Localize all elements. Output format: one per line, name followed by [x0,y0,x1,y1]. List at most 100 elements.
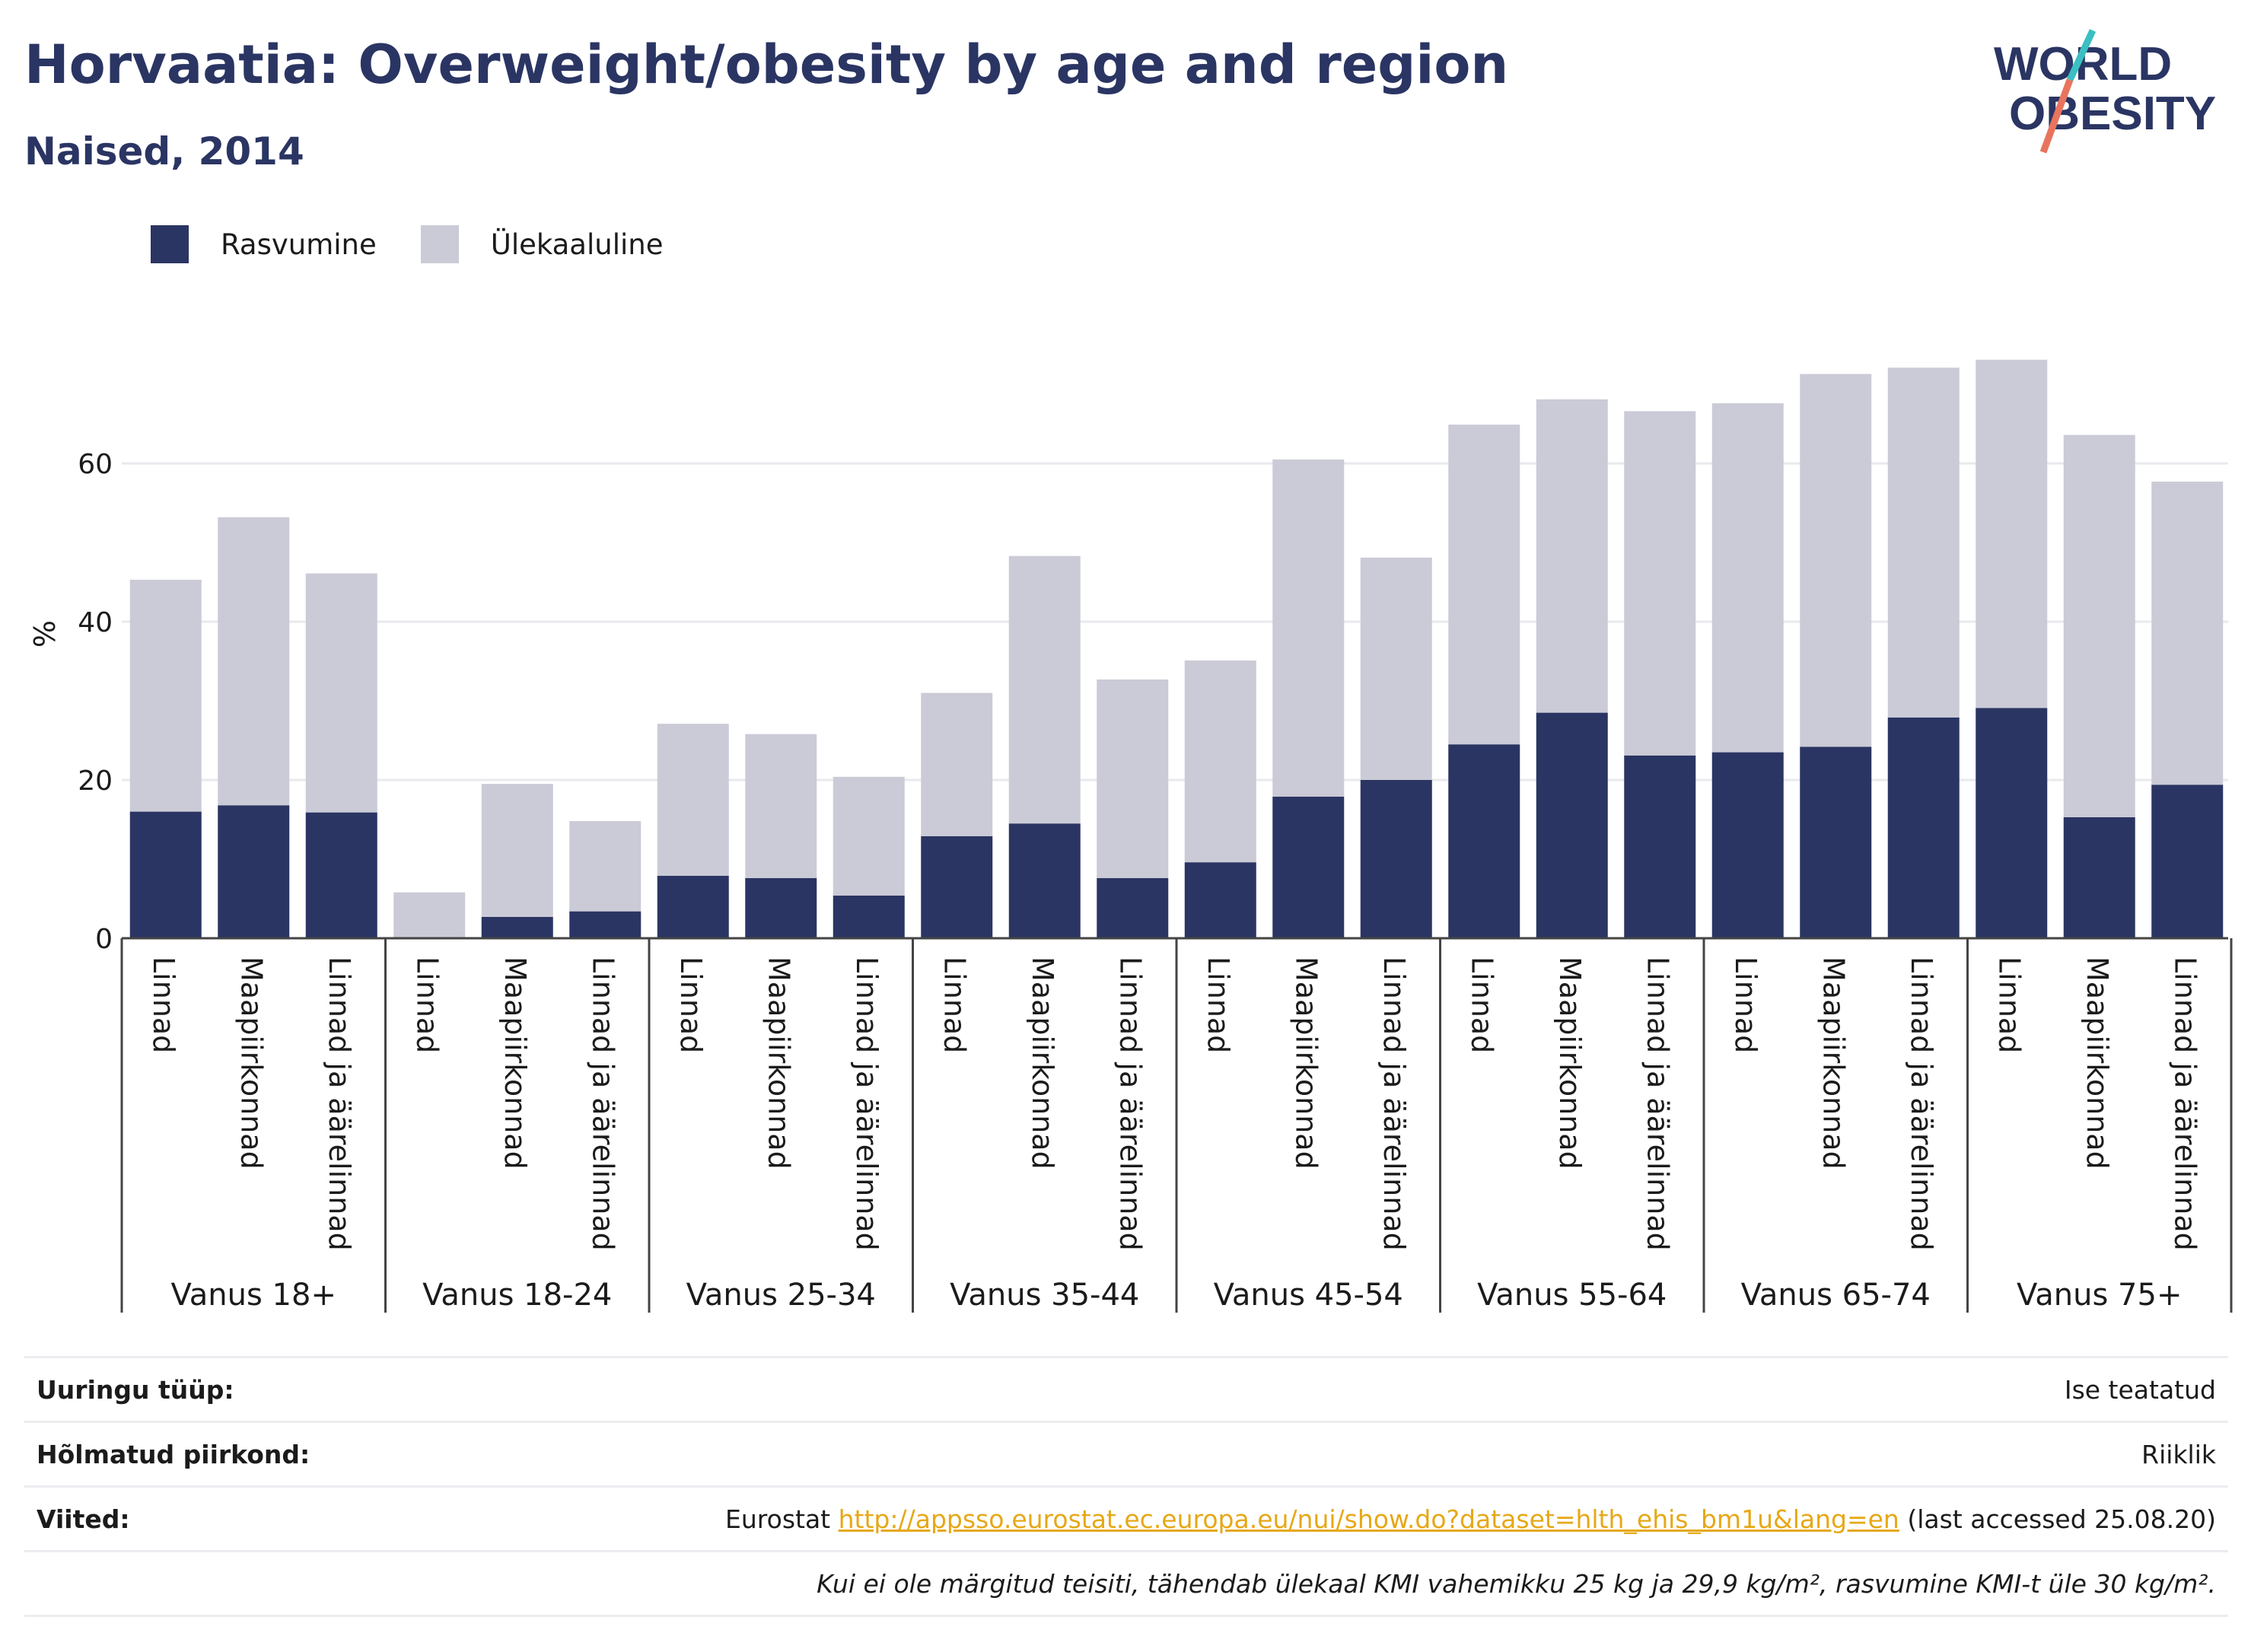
survey-type-value: Ise teatatud [2064,1374,2216,1405]
bar-obesity [1360,780,1432,938]
bar-overweight [1976,359,2048,708]
bar-obesity [1976,708,2048,938]
bar-obesity [1711,752,1784,938]
x-tick-label: Maapiirkonnad [1553,957,1587,1170]
group-label: Vanus 65-74 [1741,1278,1931,1313]
legend-label-obesity: Rasvumine [221,228,377,261]
y-tick-label: 60 [78,449,113,480]
legend-swatch-obesity [151,225,189,263]
bar-overweight [1711,403,1784,753]
chart-subtitle: Naised, 2014 [24,129,304,173]
group-label: Vanus 45-54 [1214,1278,1403,1313]
bar-obesity [1008,823,1081,938]
x-tick-label: Maapiirkonnad [1289,957,1323,1170]
chart-legend: Rasvumine Ülekaaluline [151,225,708,263]
x-tick-label: Linnad [938,957,971,1053]
x-tick-label: Linnad ja äärelinnad [586,957,619,1251]
x-tick-label: Maapiirkonnad [1816,957,1850,1170]
x-tick-label: Linnad ja äärelinnad [1113,957,1147,1251]
y-tick-label: 20 [78,766,113,797]
bar-overweight [2063,434,2135,817]
bar-obesity [1448,744,1520,938]
bar-overweight [218,517,290,806]
bar-overweight [657,724,729,876]
bar-overweight [1536,399,1608,713]
bar-obesity [305,812,377,938]
bar-obesity [657,875,729,938]
references-label: Viited: [37,1504,130,1534]
bar-overweight [1097,679,1169,878]
group-label: Vanus 18+ [171,1278,336,1313]
bar-obesity [569,911,642,938]
bar-obesity [1887,717,1960,938]
definition-note: Kui ei ole märgitud teisiti, tähendab ül… [817,1568,2216,1599]
x-tick-label: Linnad [410,957,444,1053]
x-tick-label: Linnad ja äärelinnad [1905,957,1938,1251]
group-label: Vanus 55-64 [1477,1278,1667,1313]
bar-obesity [745,877,817,938]
logo-line2: OBESITY [2009,88,2216,140]
legend-item-overweight[interactable]: Ülekaaluline [420,225,664,263]
x-tick-label: Linnad ja äärelinnad [1641,957,1674,1251]
bar-overweight [129,579,202,812]
x-tick-label: Linnad ja äärelinnad [850,957,884,1251]
references-prefix: Eurostat [725,1504,831,1534]
group-label: Vanus 35-44 [950,1278,1139,1313]
chart-title: Horvaatia: Overweight/obesity by age and… [24,33,1509,96]
world-obesity-logo: WORLD OBESITY [1994,29,2216,154]
survey-type-label: Uuringu tüüp: [37,1374,234,1405]
bar-overweight [921,692,993,836]
x-tick-label: Maapiirkonnad [498,957,532,1170]
bar-obesity [1097,877,1169,938]
bar-overweight [1008,555,1081,824]
legend-label-overweight: Ülekaaluline [490,228,664,261]
bar-obesity [1272,796,1345,938]
info-table: Uuringu tüüp: Ise teatatud Hõlmatud piir… [24,1356,2228,1617]
bar-overweight [305,573,377,813]
logo-slash-top [2066,29,2097,81]
bar-obesity [1184,862,1256,938]
x-tick-label: Maapiirkonnad [234,957,268,1170]
x-tick-label: Linnad [674,957,708,1053]
group-label: Vanus 75+ [2017,1278,2182,1313]
legend-swatch-overweight [420,225,459,263]
bar-obesity [481,916,553,938]
references-suffix: (last accessed 25.08.20) [1907,1504,2216,1534]
x-tick-label: Maapiirkonnad [2081,957,2114,1170]
info-row-references: Viited: Eurostat http://appsso.eurostat.… [24,1485,2228,1550]
bar-overweight [1800,374,1872,747]
bar-obesity [218,805,290,938]
bar-overweight [1448,425,1520,745]
legend-item-obesity[interactable]: Rasvumine [151,225,377,263]
bar-overweight [1360,557,1432,780]
bar-overweight [745,734,817,878]
logo-slash-bottom [2039,78,2074,154]
bar-overweight [1624,411,1696,756]
bar-overweight [1184,660,1256,863]
bar-overweight [393,892,466,938]
group-label: Vanus 25-34 [686,1278,876,1313]
info-row-survey-type: Uuringu tüüp: Ise teatatud [24,1356,2228,1421]
info-row-note: Kui ei ole märgitud teisiti, tähendab ül… [24,1550,2228,1617]
bar-overweight [1887,368,1960,718]
bar-obesity [129,811,202,938]
x-tick-label: Linnad [1992,957,2026,1053]
bar-overweight [569,821,642,912]
bar-obesity [2063,816,2135,938]
x-tick-label: Linnad [1729,957,1762,1053]
group-label: Vanus 18-24 [422,1278,612,1313]
bar-obesity [1536,712,1608,938]
bar-obesity [921,836,993,938]
region-label: Hõlmatud piirkond: [37,1439,310,1469]
bar-obesity [1624,755,1696,938]
x-tick-label: Linnad [1465,957,1498,1053]
x-tick-label: Maapiirkonnad [1026,957,1059,1170]
bar-obesity [833,895,905,938]
info-row-region: Hõlmatud piirkond: Riiklik [24,1421,2228,1485]
bar-obesity [2151,785,2224,938]
y-tick-label: 0 [95,924,113,955]
bar-obesity [1800,746,1872,938]
y-axis-label: % [28,620,62,648]
references-link[interactable]: http://appsso.eurostat.ec.europa.eu/nui/… [838,1504,1899,1534]
x-tick-label: Linnad [1202,957,1235,1053]
